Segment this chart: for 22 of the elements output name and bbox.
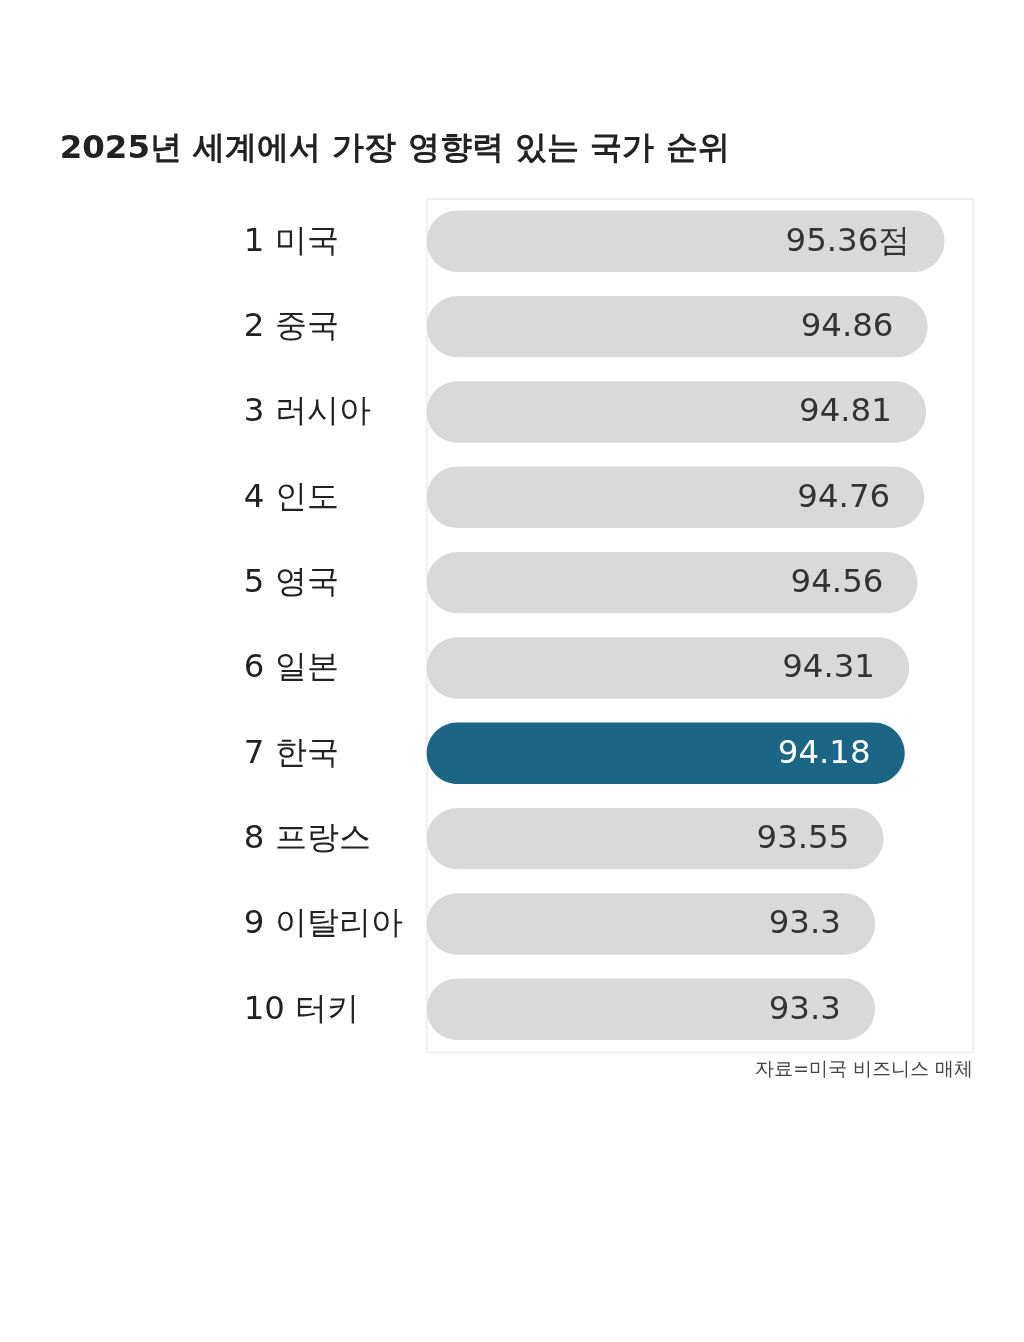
- y-tick-label: 5 영국: [243, 562, 339, 601]
- y-tick-label: 10 터키: [243, 988, 360, 1027]
- y-tick-label: 9 이탈리아: [243, 903, 403, 942]
- data-label: 94.76: [797, 476, 891, 515]
- chart-title: 2025년 세계에서 가장 영향력 있는 국가 순위: [59, 127, 730, 166]
- data-label: 95.36점: [785, 220, 911, 259]
- y-tick-label: 6 일본: [243, 647, 339, 686]
- y-tick-label: 4 인도: [243, 476, 339, 515]
- y-tick-label: 7 한국: [243, 732, 339, 771]
- data-label: 94.18: [777, 732, 871, 771]
- data-label: 93.3: [768, 903, 841, 942]
- data-label: 93.55: [756, 818, 850, 857]
- y-tick-label: 2 중국: [243, 306, 339, 345]
- data-label: 94.31: [782, 647, 875, 686]
- data-label: 93.3: [768, 988, 841, 1027]
- data-label: 94.86: [800, 306, 894, 345]
- data-label: 94.81: [799, 391, 892, 430]
- y-tick-label: 8 프랑스: [243, 818, 371, 857]
- data-label: 94.56: [790, 562, 884, 601]
- text: 자료=미국 비즈니스 매체: [755, 1057, 973, 1079]
- y-tick-label: 1 미국: [243, 220, 339, 259]
- y-tick-label: 3 러시아: [243, 391, 371, 430]
